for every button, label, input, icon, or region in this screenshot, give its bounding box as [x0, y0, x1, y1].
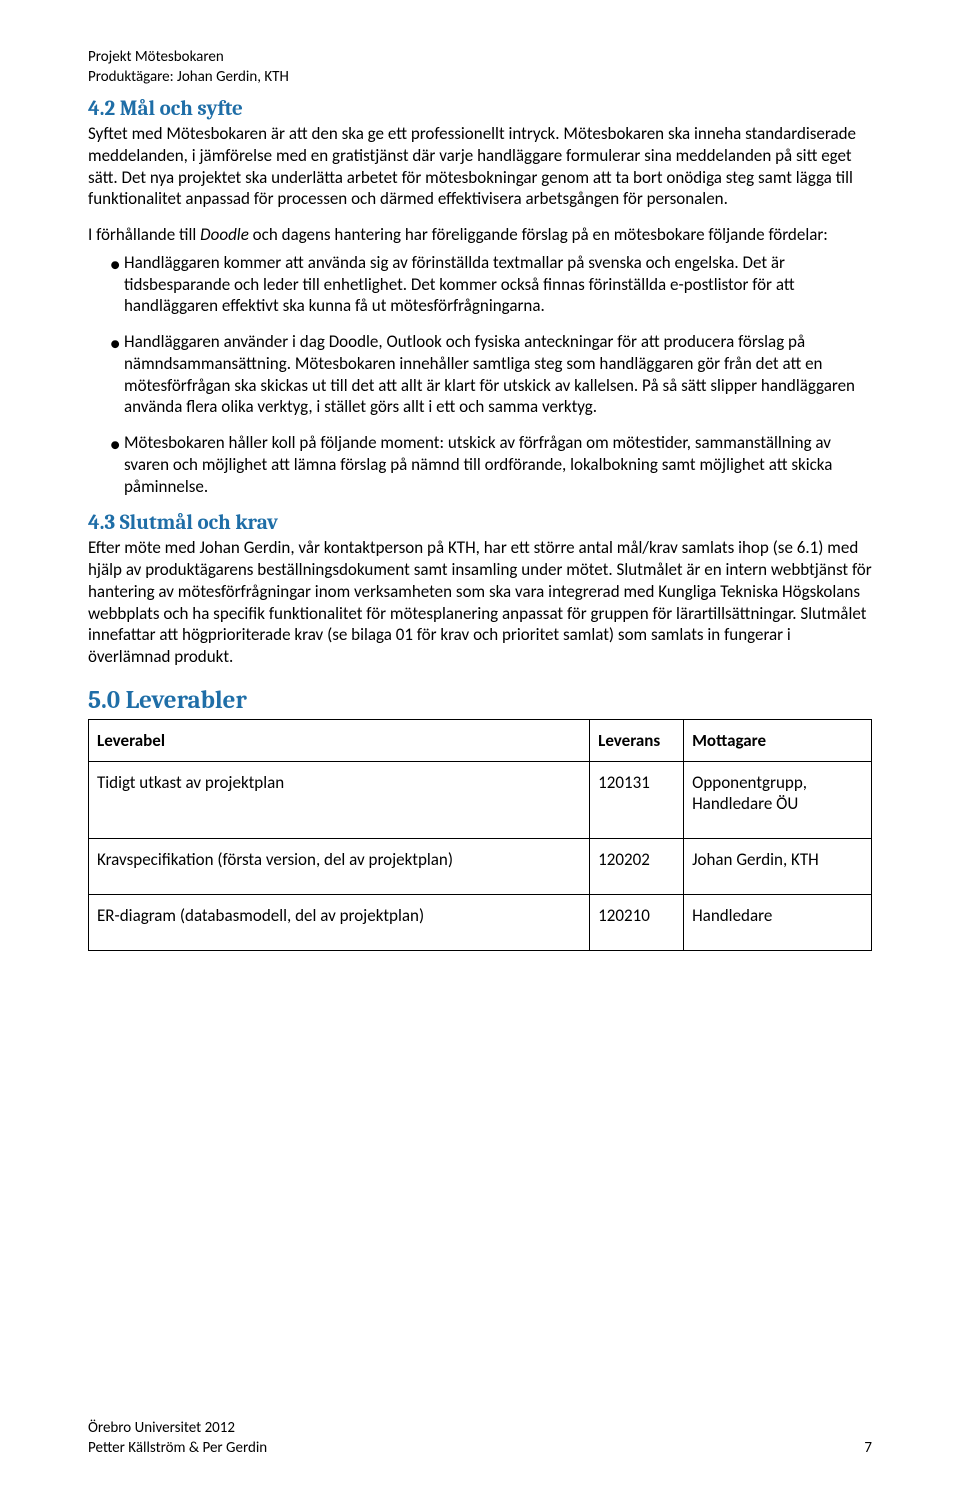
bullet-item: ● Handläggaren använder i dag Doodle, Ou… [124, 331, 872, 418]
section-4-3-paragraph-1: Efter möte med Johan Gerdin, vår kontakt… [88, 537, 872, 668]
bullet-item: ● Mötesbokaren håller koll på följande m… [124, 432, 872, 497]
bullet-dot-icon: ● [110, 333, 120, 355]
cell-leverans: 120202 [590, 838, 684, 894]
p2-post: och dagens hantering har föreliggande fö… [249, 224, 828, 245]
cell-leverabel: Kravspecifikation (första version, del a… [89, 838, 590, 894]
bullet-text: Mötesbokaren håller koll på följande mom… [124, 432, 832, 497]
cell-leverabel: Tidigt utkast av projektplan [89, 761, 590, 838]
bullet-dot-icon: ● [110, 254, 120, 276]
bullet-text: Handläggaren kommer att använda sig av f… [124, 252, 795, 317]
page-footer: Örebro Universitet 2012 Petter Källström… [88, 1419, 872, 1458]
header-product-owner: Produktägare: Johan Gerdin, KTH [88, 68, 872, 88]
footer-university: Örebro Universitet 2012 [88, 1419, 267, 1439]
table-header-leverabel: Leverabel [89, 719, 590, 761]
table-header-mottagare: Mottagare [684, 719, 872, 761]
cell-leverans: 120131 [590, 761, 684, 838]
cell-mottagare: Johan Gerdin, KTH [684, 838, 872, 894]
page-header: Projekt Mötesbokaren Produktägare: Johan… [88, 48, 872, 87]
section-4-2-bullets: ● Handläggaren kommer att använda sig av… [88, 252, 872, 498]
cell-mottagare: Opponentgrupp, Handledare ÖU [684, 761, 872, 838]
cell-leverans: 120210 [590, 894, 684, 950]
section-4-2-paragraph-2: I förhållande till Doodle och dagens han… [88, 224, 872, 246]
table-header-leverans: Leverans [590, 719, 684, 761]
cell-leverabel: ER-diagram (databasmodell, del av projek… [89, 894, 590, 950]
footer-authors: Petter Källström & Per Gerdin [88, 1439, 267, 1459]
page-number: 7 [864, 1439, 872, 1459]
table-row: ER-diagram (databasmodell, del av projek… [89, 894, 872, 950]
heading-5-0: 5.0 Leverabler [88, 686, 872, 715]
p2-pre: I förhållande till [88, 224, 200, 245]
cell-mottagare: Handledare [684, 894, 872, 950]
section-4-2-paragraph-1: Syftet med Mötesbokaren är att den ska g… [88, 123, 872, 210]
header-project-name: Projekt Mötesbokaren [88, 48, 872, 68]
heading-4-3: 4.3 Slutmål och krav [88, 511, 872, 535]
bullet-text: Handläggaren använder i dag Doodle, Outl… [124, 331, 855, 417]
table-header-row: Leverabel Leverans Mottagare [89, 719, 872, 761]
p2-italic: Doodle [200, 224, 249, 245]
table-row: Tidigt utkast av projektplan 120131 Oppo… [89, 761, 872, 838]
footer-left: Örebro Universitet 2012 Petter Källström… [88, 1419, 267, 1458]
heading-4-2: 4.2 Mål och syfte [88, 97, 872, 121]
page-container: Projekt Mötesbokaren Produktägare: Johan… [0, 0, 960, 1490]
table-row: Kravspecifikation (första version, del a… [89, 838, 872, 894]
bullet-item: ● Handläggaren kommer att använda sig av… [124, 252, 872, 317]
deliverables-table: Leverabel Leverans Mottagare Tidigt utka… [88, 719, 872, 951]
bullet-dot-icon: ● [110, 434, 120, 456]
